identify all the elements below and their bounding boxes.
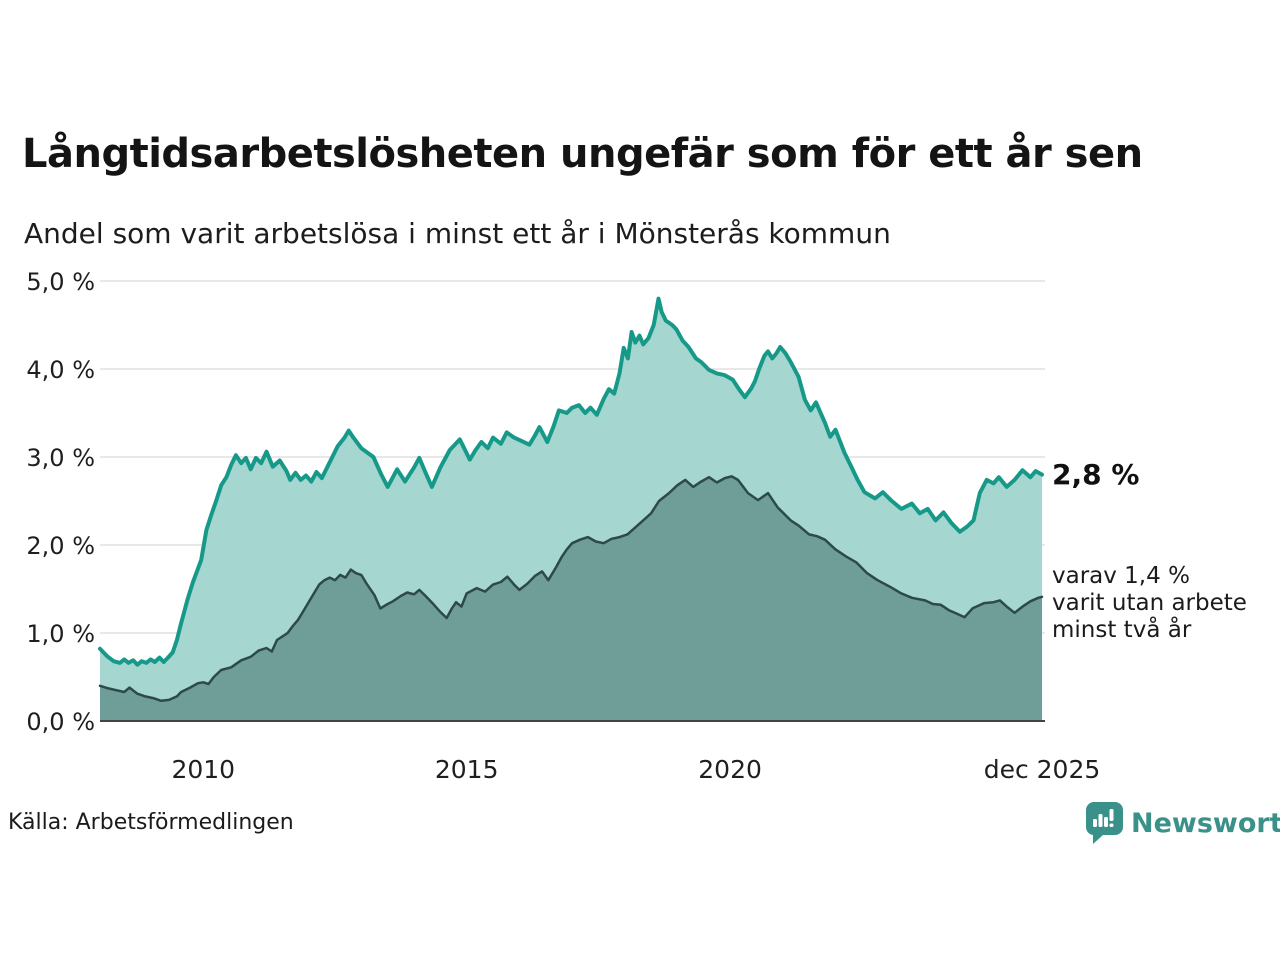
source-credit: Källa: Arbetsförmedlingen — [8, 810, 294, 835]
series-line-0 — [98, 296, 1044, 667]
y-tick-label: 2,0 % — [26, 532, 95, 560]
annotation-line: varit utan arbete — [1052, 590, 1247, 616]
y-tick-label: 4,0 % — [26, 356, 95, 384]
y-tick-label: 1,0 % — [26, 620, 95, 648]
series-area-1 — [100, 476, 1042, 721]
x-tick-label: dec 2025 — [984, 755, 1101, 784]
bar-chart-speech-bubble-icon — [1086, 802, 1123, 844]
annotation-line: varav 1,4 % — [1052, 563, 1190, 589]
chart-subtitle: Andel som varit arbetslösa i minst ett å… — [24, 217, 891, 250]
series-line-1 — [98, 475, 1044, 703]
y-tick-label: 3,0 % — [26, 444, 95, 472]
x-tick-label: 2010 — [171, 755, 235, 784]
newsworthy-logo: Newsworthy — [1086, 802, 1280, 844]
latest-total-value-label: 2,8 % — [1052, 458, 1140, 491]
x-tick-label: 2020 — [698, 755, 762, 784]
two-year-share-annotation: varav 1,4 % varit utan arbete minst två … — [1052, 563, 1247, 644]
y-tick-label: 5,0 % — [26, 268, 95, 296]
page-title: Långtidsarbetslösheten ungefär som för e… — [22, 131, 1143, 177]
annotation-line: minst två år — [1052, 617, 1192, 643]
y-tick-label: 0,0 % — [26, 708, 95, 736]
brand-wordmark: Newsworthy — [1131, 807, 1280, 839]
x-tick-label: 2015 — [435, 755, 499, 784]
